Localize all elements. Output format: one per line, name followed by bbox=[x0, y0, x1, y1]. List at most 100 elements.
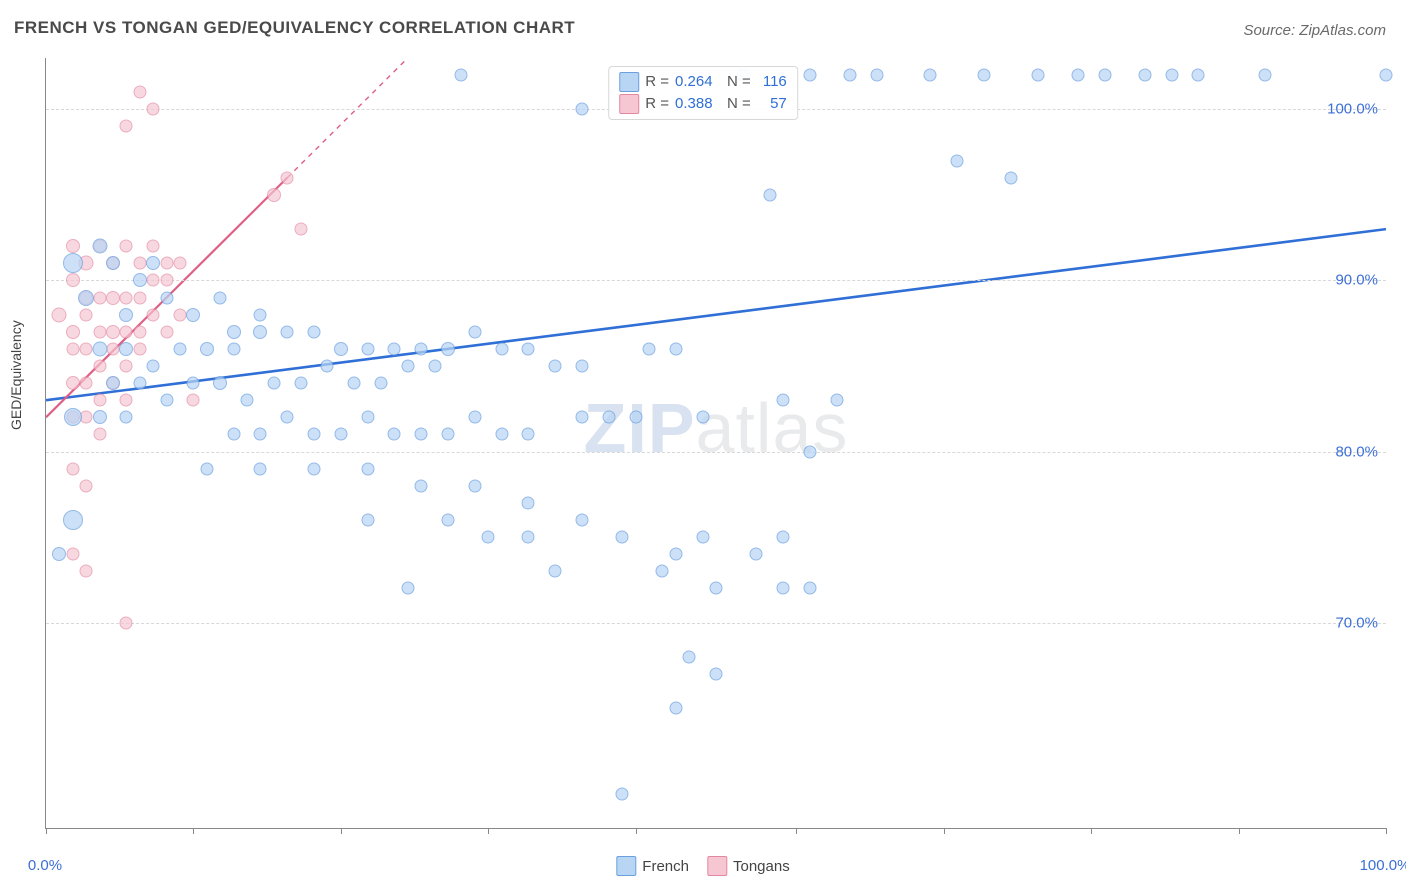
data-point-french bbox=[375, 377, 388, 390]
data-point-french bbox=[174, 342, 187, 355]
data-point-tongans bbox=[147, 240, 160, 253]
x-tick-mark bbox=[944, 828, 945, 834]
swatch-tongans bbox=[619, 94, 639, 114]
data-point-french bbox=[1259, 69, 1272, 82]
data-point-french bbox=[227, 342, 240, 355]
data-point-french bbox=[186, 308, 200, 322]
data-point-french bbox=[160, 394, 173, 407]
x-tick-label: 100.0% bbox=[1360, 857, 1406, 874]
x-tick-mark bbox=[1239, 828, 1240, 834]
data-point-french bbox=[334, 342, 348, 356]
data-point-tongans bbox=[66, 376, 80, 390]
data-point-french bbox=[93, 410, 107, 424]
data-point-tongans bbox=[120, 120, 133, 133]
data-point-french bbox=[281, 325, 294, 338]
data-point-french bbox=[361, 411, 374, 424]
gridline bbox=[46, 452, 1386, 453]
data-point-french bbox=[803, 445, 816, 458]
data-point-tongans bbox=[106, 325, 120, 339]
data-point-french bbox=[200, 462, 213, 475]
data-point-french bbox=[63, 253, 83, 273]
data-point-french bbox=[750, 548, 763, 561]
data-point-french bbox=[549, 360, 562, 373]
data-point-french bbox=[241, 394, 254, 407]
data-point-french bbox=[160, 291, 173, 304]
data-point-tongans bbox=[267, 188, 281, 202]
data-point-tongans bbox=[93, 428, 106, 441]
data-point-french bbox=[482, 531, 495, 544]
x-tick-mark bbox=[488, 828, 489, 834]
data-point-french bbox=[253, 325, 267, 339]
legend-item-french: French bbox=[616, 856, 689, 876]
swatch-french bbox=[619, 72, 639, 92]
data-point-french bbox=[415, 479, 428, 492]
data-point-tongans bbox=[120, 360, 133, 373]
data-point-french bbox=[64, 408, 82, 426]
data-point-french bbox=[120, 411, 133, 424]
legend-series-box: French Tongans bbox=[616, 856, 789, 876]
data-point-french bbox=[696, 531, 709, 544]
x-tick-label: 0.0% bbox=[28, 857, 62, 874]
data-point-tongans bbox=[147, 308, 160, 321]
data-point-french bbox=[669, 342, 682, 355]
data-point-french bbox=[254, 462, 267, 475]
data-point-tongans bbox=[93, 394, 106, 407]
data-point-french bbox=[187, 377, 200, 390]
data-point-french bbox=[119, 308, 133, 322]
data-point-french bbox=[576, 514, 589, 527]
data-point-french bbox=[442, 428, 455, 441]
data-point-tongans bbox=[106, 291, 120, 305]
data-point-french bbox=[415, 428, 428, 441]
data-point-french bbox=[1098, 69, 1111, 82]
data-point-french bbox=[710, 668, 723, 681]
data-point-tongans bbox=[80, 308, 93, 321]
data-point-tongans bbox=[120, 394, 133, 407]
data-point-french bbox=[267, 377, 280, 390]
legend-row-tongans: R = 0.388 N = 57 bbox=[619, 93, 787, 115]
data-point-french bbox=[656, 565, 669, 578]
data-point-french bbox=[616, 531, 629, 544]
data-point-tongans bbox=[294, 223, 307, 236]
data-point-french bbox=[1192, 69, 1205, 82]
swatch-french-icon bbox=[616, 856, 636, 876]
data-point-french bbox=[361, 342, 374, 355]
data-point-french bbox=[106, 376, 120, 390]
data-point-french bbox=[522, 531, 535, 544]
data-point-french bbox=[308, 462, 321, 475]
r-value-french: 0.264 bbox=[675, 71, 721, 93]
data-point-french bbox=[1071, 69, 1084, 82]
data-point-french bbox=[1380, 69, 1393, 82]
data-point-french bbox=[52, 547, 66, 561]
legend-french-label: French bbox=[642, 858, 689, 875]
data-point-tongans bbox=[120, 325, 133, 338]
data-point-french bbox=[415, 342, 428, 355]
data-point-tongans bbox=[281, 171, 294, 184]
data-point-french bbox=[629, 411, 642, 424]
data-point-tongans bbox=[80, 565, 93, 578]
r-label: R = bbox=[645, 93, 669, 115]
data-point-french bbox=[643, 342, 656, 355]
data-point-tongans bbox=[133, 291, 146, 304]
data-point-tongans bbox=[147, 103, 160, 116]
data-point-french bbox=[777, 582, 790, 595]
data-point-french bbox=[455, 69, 468, 82]
data-point-french bbox=[1138, 69, 1151, 82]
data-point-tongans bbox=[52, 307, 67, 322]
data-point-french bbox=[1165, 69, 1178, 82]
data-point-french bbox=[951, 154, 964, 167]
data-point-french bbox=[227, 325, 241, 339]
data-point-tongans bbox=[120, 240, 133, 253]
data-point-french bbox=[254, 428, 267, 441]
legend-tongans-label: Tongans bbox=[733, 858, 790, 875]
data-point-french bbox=[777, 394, 790, 407]
data-point-french bbox=[1031, 69, 1044, 82]
data-point-tongans bbox=[174, 308, 187, 321]
data-point-tongans bbox=[66, 462, 79, 475]
data-point-french bbox=[495, 342, 508, 355]
data-point-french bbox=[495, 428, 508, 441]
data-point-french bbox=[468, 479, 481, 492]
data-point-french bbox=[830, 394, 843, 407]
legend-item-tongans: Tongans bbox=[707, 856, 790, 876]
data-point-french bbox=[669, 702, 682, 715]
source-attribution: Source: ZipAtlas.com bbox=[1243, 22, 1386, 39]
